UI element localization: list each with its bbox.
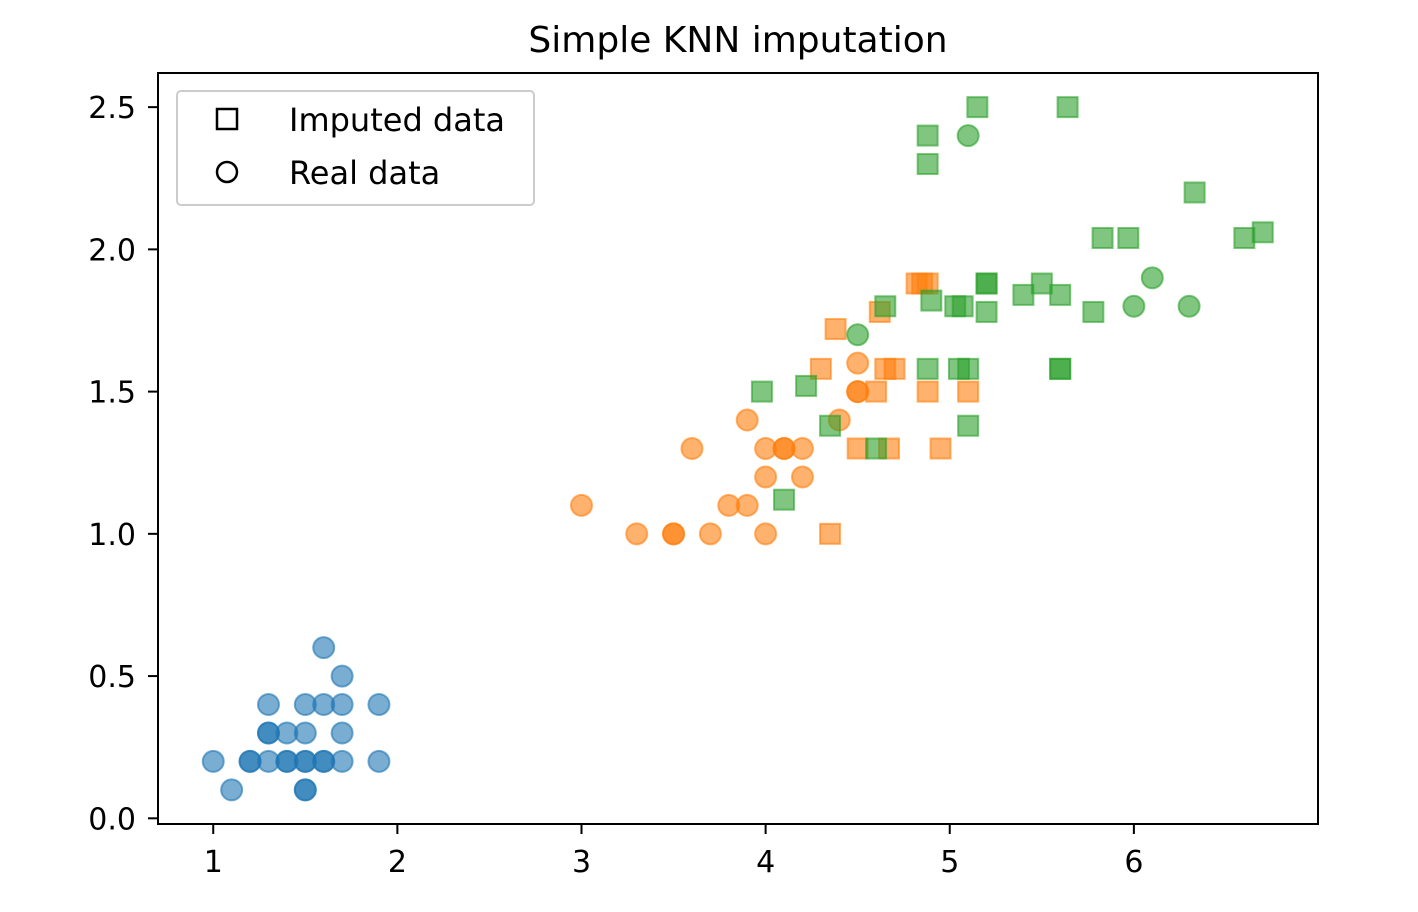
data-points bbox=[201, 96, 1274, 802]
data-point-square bbox=[975, 300, 998, 323]
y-tick-label: 2.0 bbox=[88, 233, 136, 268]
data-point-square bbox=[920, 289, 943, 312]
data-point-circle bbox=[367, 749, 391, 773]
data-point-square bbox=[795, 374, 818, 397]
plot-border bbox=[157, 72, 1319, 825]
data-point-circle bbox=[330, 721, 354, 745]
data-point-circle bbox=[1177, 294, 1201, 318]
data-point-circle bbox=[293, 778, 317, 802]
y-tick-label: 1.0 bbox=[88, 518, 136, 553]
legend-box bbox=[176, 90, 535, 206]
data-point-square bbox=[1117, 226, 1140, 249]
data-point-circle bbox=[220, 778, 244, 802]
x-tick-label: 5 bbox=[940, 845, 959, 880]
data-point-circle bbox=[367, 693, 391, 717]
data-point-circle bbox=[754, 522, 778, 546]
data-point-square bbox=[916, 380, 939, 403]
legend-label-real: Real data bbox=[289, 154, 440, 192]
data-point-square bbox=[1251, 221, 1274, 244]
data-point-square bbox=[1049, 283, 1072, 306]
data-point-square bbox=[773, 488, 796, 511]
data-point-square bbox=[824, 318, 847, 341]
y-tick-label: 0.0 bbox=[88, 802, 136, 837]
data-point-square bbox=[883, 357, 906, 380]
data-point-square bbox=[1183, 181, 1206, 204]
y-tick-label: 2.5 bbox=[88, 91, 136, 126]
data-point-square bbox=[957, 380, 980, 403]
x-tick-label: 1 bbox=[204, 845, 223, 880]
data-point-circle bbox=[1122, 294, 1146, 318]
data-point-square bbox=[750, 380, 773, 403]
y-tick-label: 0.5 bbox=[88, 660, 136, 695]
data-point-square bbox=[819, 522, 842, 545]
axes: 1 2 3 4 5 6 0.0 0.5 1.0 1.5 2.0 2.5 bbox=[88, 91, 1143, 880]
x-tick-label: 3 bbox=[572, 845, 591, 880]
data-point-circle bbox=[790, 437, 814, 460]
data-point-square bbox=[1012, 283, 1035, 306]
data-point-circle bbox=[735, 408, 759, 432]
data-point-square bbox=[874, 295, 897, 318]
data-point-circle bbox=[846, 351, 870, 375]
x-tick-label: 2 bbox=[388, 845, 407, 880]
data-point-square bbox=[916, 124, 939, 147]
legend-label-imputed: Imputed data bbox=[289, 101, 505, 139]
data-point-square bbox=[846, 437, 869, 460]
chart-title: Simple KNN imputation bbox=[528, 20, 947, 61]
legend-circle-marker-icon bbox=[215, 160, 239, 184]
x-tick-label: 4 bbox=[756, 845, 775, 880]
data-point-square bbox=[865, 380, 888, 403]
data-point-circle bbox=[330, 664, 354, 688]
data-point-square bbox=[916, 153, 939, 176]
data-point-square bbox=[819, 414, 842, 437]
data-point-circle bbox=[312, 636, 336, 660]
data-point-square bbox=[1082, 300, 1105, 323]
data-point-square bbox=[966, 96, 989, 119]
y-tick-label: 1.5 bbox=[88, 376, 136, 411]
data-point-square bbox=[975, 272, 998, 295]
data-point-circle bbox=[662, 522, 686, 546]
data-point-square bbox=[1233, 226, 1256, 249]
data-point-square bbox=[865, 437, 888, 460]
data-point-circle bbox=[735, 493, 759, 517]
data-point-circle bbox=[790, 465, 814, 489]
data-point-circle bbox=[846, 323, 870, 347]
data-point-circle bbox=[698, 522, 722, 546]
legend: Imputed data Real data bbox=[176, 90, 535, 206]
data-point-circle bbox=[956, 124, 980, 148]
data-point-circle bbox=[680, 437, 704, 460]
legend-square-marker-icon bbox=[215, 107, 239, 131]
data-point-square bbox=[1056, 96, 1079, 119]
data-point-circle bbox=[293, 721, 317, 745]
data-point-circle bbox=[625, 522, 649, 546]
data-point-circle bbox=[330, 693, 354, 717]
data-point-square bbox=[1049, 357, 1072, 380]
data-point-circle bbox=[754, 465, 778, 489]
data-point-square bbox=[951, 295, 974, 318]
data-point-square bbox=[1030, 272, 1053, 295]
data-point-circle bbox=[256, 693, 280, 717]
data-point-square bbox=[809, 357, 832, 380]
data-point-circle bbox=[1140, 266, 1164, 290]
data-point-square bbox=[929, 437, 952, 460]
data-point-square bbox=[1091, 226, 1114, 249]
data-point-square bbox=[916, 357, 939, 380]
data-point-circle bbox=[201, 749, 225, 773]
x-tick-label: 6 bbox=[1124, 845, 1143, 880]
data-point-circle bbox=[569, 493, 593, 517]
data-point-square bbox=[957, 357, 980, 380]
data-point-circle bbox=[846, 380, 870, 404]
data-point-square bbox=[957, 414, 980, 437]
data-point-circle bbox=[330, 749, 354, 773]
